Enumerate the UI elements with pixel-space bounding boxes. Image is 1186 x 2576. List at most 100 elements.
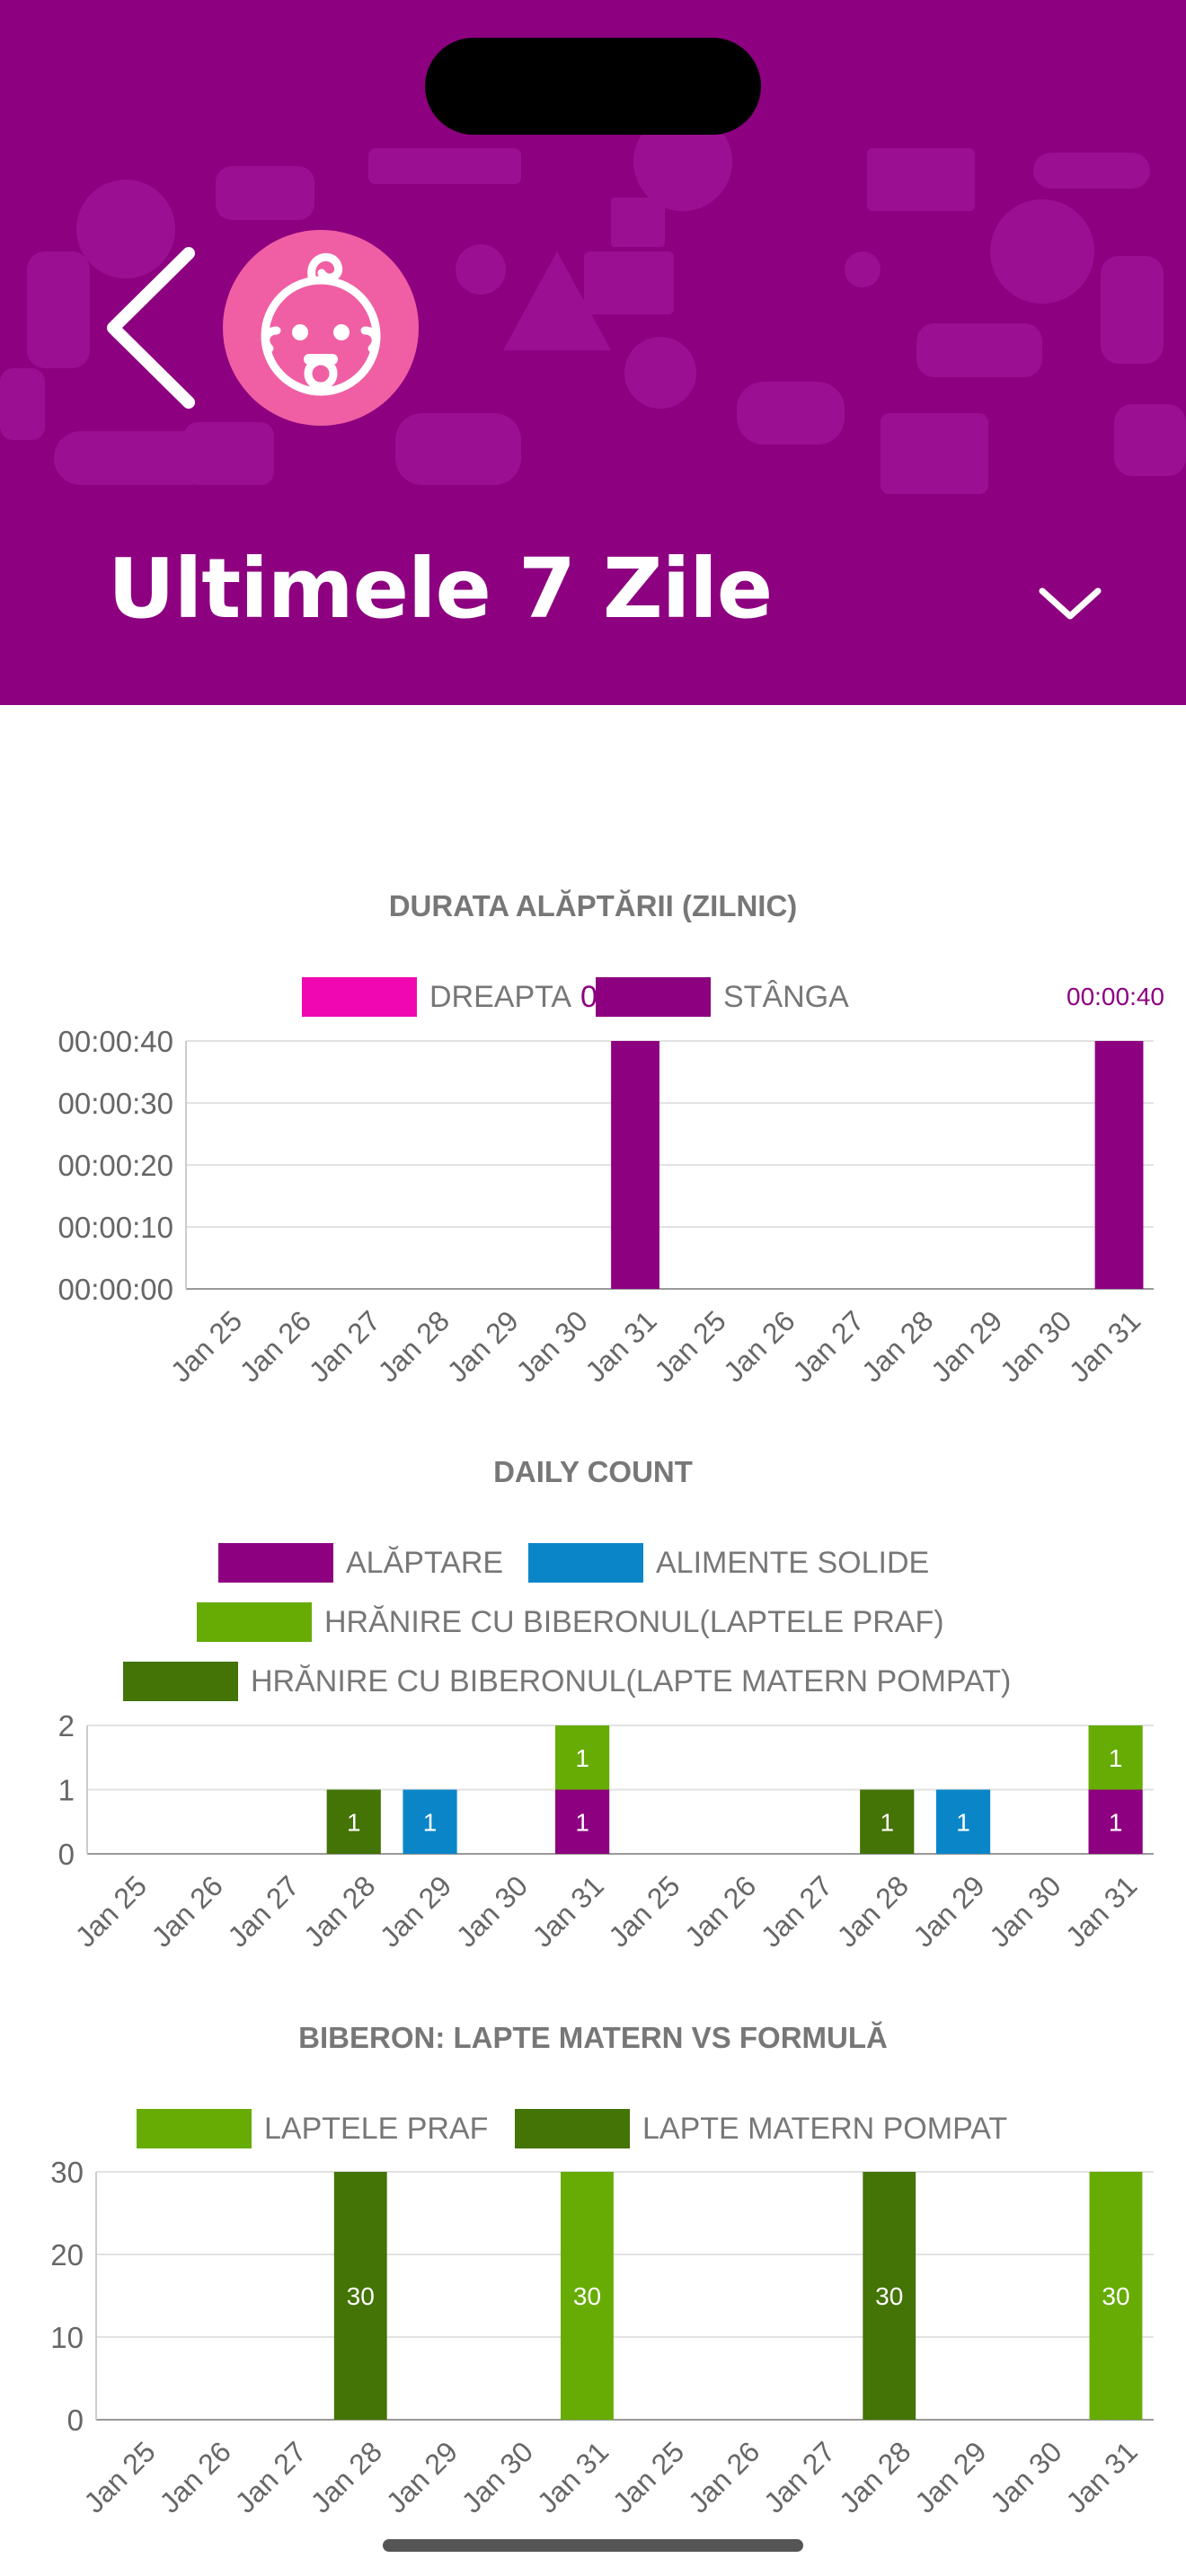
legend-swatch-pumped[interactable] — [515, 2109, 630, 2148]
bar-value-label: 1 — [880, 1808, 894, 1836]
bar[interactable] — [333, 2172, 387, 2420]
x-tick-label: Jan 25 — [606, 2435, 690, 2519]
bar-value-label: 1 — [575, 1808, 589, 1836]
legend-swatch-pumped-milk[interactable] — [123, 1662, 238, 1701]
legend-label-right[interactable]: DREAPTA — [429, 980, 572, 1014]
x-tick-label: Jan 25 — [164, 1304, 248, 1388]
legend-label-pumped[interactable]: LAPTE MATERN POMPAT — [642, 2112, 1008, 2146]
x-tick-label: Jan 26 — [678, 1869, 762, 1953]
duration-chart-title: DURATA ALĂPTĂRII (ZILNIC) — [388, 889, 798, 922]
y-tick-label: 00:00:40 — [58, 1025, 173, 1058]
bar-value-label: 1 — [423, 1808, 438, 1836]
x-tick-label: Jan 28 — [831, 1869, 915, 1953]
page-title: Ultimele 7 Zile — [108, 541, 773, 637]
bar-value-label: 1 — [575, 1744, 589, 1772]
legend-label-left[interactable]: STÂNGA — [723, 980, 849, 1014]
x-tick-label: Jan 28 — [855, 1304, 939, 1388]
bar-value-label: 1 — [347, 1808, 361, 1836]
bar-value-label: 30 — [573, 2282, 601, 2310]
legend-swatch-solid-food[interactable] — [528, 1543, 643, 1583]
bar[interactable] — [326, 1789, 381, 1855]
y-tick-label: 00:00:20 — [58, 1149, 173, 1182]
x-tick-label: Jan 30 — [984, 2435, 1067, 2519]
bar[interactable] — [860, 1789, 915, 1855]
x-tick-label: Jan 26 — [717, 1304, 801, 1388]
x-tick-label: Jan 28 — [297, 1869, 381, 1953]
x-tick-label: Jan 30 — [994, 1304, 1077, 1388]
x-tick-label: Jan 29 — [380, 2435, 464, 2519]
bar[interactable] — [935, 1789, 991, 1855]
y-tick-label: 0 — [67, 2404, 84, 2437]
legend-label-solid-food[interactable]: ALIMENTE SOLIDE — [656, 1546, 930, 1580]
x-tick-label: Jan 27 — [755, 1869, 838, 1953]
bar[interactable] — [1089, 2172, 1143, 2420]
x-tick-label: Jan 25 — [77, 2435, 161, 2519]
home-indicator[interactable] — [383, 2539, 803, 2552]
x-tick-label: Jan 31 — [531, 2435, 615, 2519]
x-tick-label: Jan 25 — [648, 1304, 731, 1388]
x-tick-label: Jan 27 — [757, 2435, 841, 2519]
y-tick-label: 1 — [58, 1774, 75, 1807]
y-tick-label: 00:00:00 — [58, 1273, 173, 1306]
x-tick-label: Jan 30 — [456, 2435, 539, 2519]
x-tick-label: Jan 27 — [221, 1869, 305, 1953]
x-tick-label: Jan 28 — [372, 1304, 456, 1388]
bar-value-label: 1 — [1109, 1808, 1123, 1836]
x-tick-label: Jan 28 — [305, 2435, 388, 2519]
bar[interactable] — [1094, 1041, 1144, 1289]
x-tick-label: Jan 26 — [146, 1869, 229, 1953]
legend-swatch-formula-milk[interactable] — [137, 2109, 252, 2148]
x-tick-label: Jan 27 — [303, 1304, 386, 1388]
bar[interactable] — [555, 1725, 610, 1790]
peak-value-label: 00:00:40 — [1067, 983, 1164, 1010]
header-banner: Ultimele 7 Zile — [0, 0, 1186, 705]
x-tick-label: Jan 30 — [510, 1304, 594, 1388]
period-dropdown-button[interactable] — [1030, 575, 1111, 629]
bar[interactable] — [1088, 1789, 1143, 1855]
y-tick-label: 30 — [50, 2156, 84, 2189]
x-tick-label: Jan 29 — [908, 2435, 992, 2519]
bottle-chart-title: BIBERON: LAPTE MATERN VS FORMULĂ — [298, 2021, 888, 2054]
x-tick-label: Jan 27 — [229, 2435, 313, 2519]
x-tick-label: Jan 31 — [1059, 1869, 1143, 1953]
x-tick-label: Jan 28 — [833, 2435, 916, 2519]
x-tick-label: Jan 26 — [682, 2435, 766, 2519]
bar[interactable] — [1088, 1725, 1143, 1790]
back-chevron-icon — [107, 247, 195, 409]
legend-swatch-left[interactable] — [596, 977, 711, 1017]
legend-swatch-formula[interactable] — [197, 1602, 312, 1642]
legend-swatch-right[interactable] — [302, 977, 417, 1017]
legend-label-pumped-milk[interactable]: HRĂNIRE CU BIBERONUL(LAPTE MATERN POMPAT… — [251, 1664, 1012, 1698]
x-tick-label: Jan 25 — [602, 1869, 686, 1953]
x-tick-label: Jan 31 — [527, 1869, 610, 1953]
x-tick-label: Jan 30 — [450, 1869, 534, 1953]
legend-label-formula-milk[interactable]: LAPTELE PRAF — [264, 2112, 489, 2146]
bar-value-label: 30 — [875, 2282, 903, 2310]
x-tick-label: Jan 26 — [234, 1304, 317, 1388]
bar-value-label: 1 — [956, 1808, 970, 1836]
bar[interactable] — [403, 1789, 457, 1855]
bar[interactable] — [555, 1789, 610, 1855]
bar[interactable] — [561, 2172, 614, 2420]
legend-label-breastfeeding[interactable]: ALĂPTARE — [346, 1546, 504, 1580]
x-tick-label: Jan 31 — [579, 1304, 662, 1388]
legend-label-formula[interactable]: HRĂNIRE CU BIBERONUL(LAPTELE PRAF) — [324, 1605, 944, 1639]
x-tick-label: Jan 30 — [983, 1869, 1067, 1953]
bar[interactable] — [863, 2172, 916, 2420]
bar[interactable] — [611, 1041, 659, 1289]
back-button[interactable] — [99, 243, 207, 413]
legend-swatch-breastfeeding[interactable] — [218, 1543, 333, 1583]
y-tick-label: 20 — [50, 2238, 84, 2272]
overlapping-data-label: 0 — [580, 980, 597, 1014]
x-tick-label: Jan 29 — [907, 1869, 990, 1953]
x-tick-label: Jan 29 — [374, 1869, 457, 1953]
y-tick-label: 00:00:30 — [58, 1087, 173, 1120]
daily-count-chart-title: DAILY COUNT — [493, 1455, 693, 1488]
bar-value-label: 1 — [1109, 1744, 1123, 1772]
y-tick-label: 0 — [58, 1838, 75, 1871]
baby-face-icon — [261, 252, 381, 396]
avatar[interactable] — [223, 230, 419, 426]
x-tick-label: Jan 27 — [786, 1304, 870, 1388]
